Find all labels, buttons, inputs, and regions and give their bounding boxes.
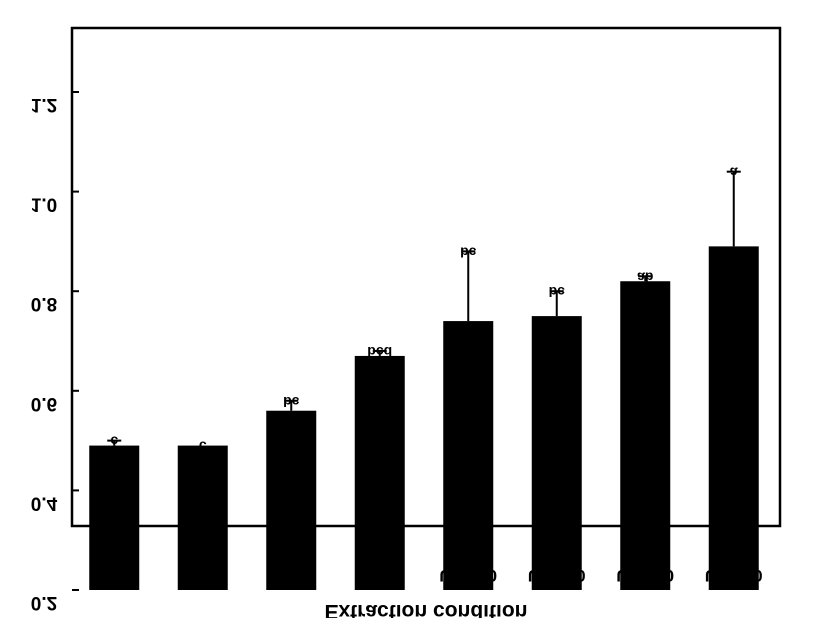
x-axis-category-labels: HE UE-15 UE-30 UE-60 UE-120 UE-180 UE-240 UE-30… — [102, 566, 762, 585]
category-label: UE-60 — [356, 566, 404, 585]
y-axis-ticks — [72, 91, 79, 591]
y-tick-label: 0.8 — [31, 293, 57, 314]
y-tick-label: 1.0 — [31, 194, 57, 215]
category-label: UE-300 — [705, 566, 763, 585]
bar — [177, 445, 228, 590]
bar — [531, 316, 582, 590]
bar — [443, 321, 494, 590]
category-label: UE-15 — [179, 566, 227, 585]
bar — [620, 281, 671, 590]
y-tick-label: 0.6 — [31, 393, 57, 414]
y-tick-label: 0.4 — [31, 492, 58, 513]
significance-label: bcd — [367, 344, 392, 360]
category-label: UE-30 — [267, 566, 315, 585]
bar — [354, 355, 405, 590]
bar — [266, 410, 317, 590]
y-tick-label: 0.2 — [31, 592, 57, 613]
x-axis-label: Extraction condition — [324, 600, 527, 618]
bar — [89, 445, 140, 590]
category-label: UE-180 — [528, 566, 586, 585]
significance-labels: c c bc bcd bc bc ab a — [110, 165, 738, 455]
category-label: UE-240 — [616, 566, 674, 585]
bar — [708, 246, 759, 590]
plot-frame — [70, 26, 782, 528]
significance-label: c — [199, 439, 207, 455]
y-axis-tick-labels: 0.2 0.4 0.6 0.8 1.0 1.2 — [31, 94, 58, 613]
significance-label: bc — [549, 284, 566, 300]
bars — [89, 246, 759, 590]
significance-label: c — [110, 434, 118, 450]
significance-label: ab — [637, 269, 653, 285]
error-bars — [107, 170, 741, 446]
significance-label: a — [730, 165, 738, 181]
y-tick-label: 1.2 — [31, 94, 57, 115]
significance-label: bc — [460, 244, 477, 260]
category-label: UE-120 — [439, 566, 497, 585]
category-label: HE — [102, 566, 126, 585]
significance-label: bc — [283, 394, 300, 410]
